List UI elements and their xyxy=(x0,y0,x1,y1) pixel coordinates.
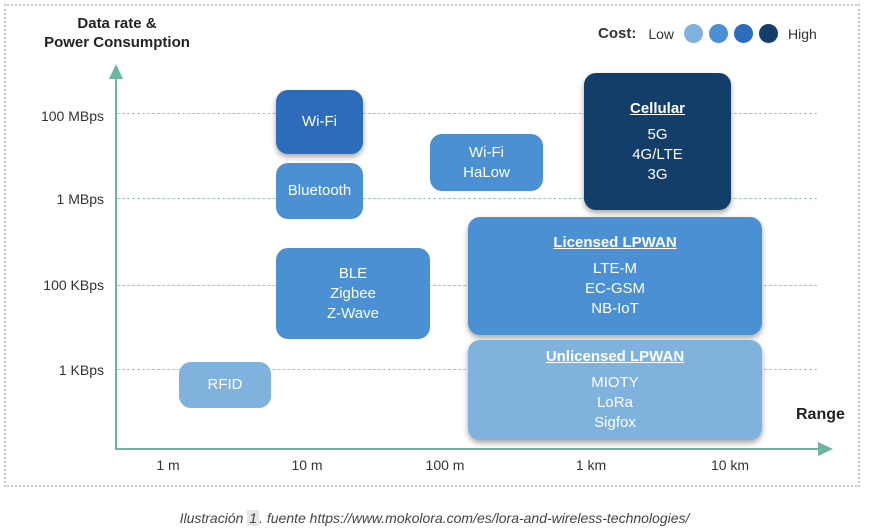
wifi-halow-box: Wi-Fi HaLow xyxy=(430,134,543,191)
gridline-1mbps xyxy=(117,198,817,199)
ble-label: BLE xyxy=(338,264,368,282)
cost-dot-4 xyxy=(759,24,779,43)
unlicensed-item-sigfox: Sigfox xyxy=(594,414,636,431)
rfid-label: RFID xyxy=(207,376,243,393)
unlicensed-lpwan-title: Unlicensed LPWAN xyxy=(545,348,685,365)
wifi-halow-label-line1: Wi-Fi xyxy=(469,143,504,161)
cellular-item-5g: 5G xyxy=(647,125,668,143)
x-axis xyxy=(115,448,821,450)
x-tick-100m: 100 m xyxy=(425,457,465,473)
zigbee-label: Zigbee xyxy=(330,284,376,302)
rfid-box: RFID xyxy=(179,362,271,408)
bluetooth-box: Bluetooth xyxy=(276,163,363,219)
cost-dot-2 xyxy=(709,24,729,43)
cost-legend-label: Cost: xyxy=(598,25,637,42)
cellular-item-3g: 3G xyxy=(647,165,668,183)
caption-number: 1 xyxy=(247,510,260,526)
wifi-halow-label-line2: HaLow xyxy=(463,163,510,181)
gridline-100mbps xyxy=(117,113,817,114)
unlicensed-item-lora: LoRa xyxy=(597,394,633,411)
wifi-label: Wi-Fi xyxy=(302,113,337,130)
gridline-100kbps xyxy=(117,285,817,286)
y-axis-arrow-icon xyxy=(109,64,123,79)
y-tick-1kbps: 1 KBps xyxy=(58,362,104,378)
unlicensed-lpwan-box: Unlicensed LPWAN MIOTY LoRa Sigfox xyxy=(468,340,762,440)
y-axis xyxy=(115,78,117,450)
licensed-item-ecgsm: EC-GSM xyxy=(585,280,645,297)
cellular-item-4g: 4G/LTE xyxy=(632,145,683,163)
y-axis-label-line2: Power Consumption xyxy=(44,34,190,51)
cost-dot-3 xyxy=(734,24,754,43)
x-axis-label: Range xyxy=(796,406,845,423)
x-tick-10km: 10 km xyxy=(710,457,750,473)
licensed-item-ltem: LTE-M xyxy=(593,260,637,277)
x-axis-arrow-icon xyxy=(818,442,833,456)
cost-dot-1 xyxy=(684,24,704,43)
caption-suffix: . fuente https://www.mokolora.com/es/lor… xyxy=(259,510,690,526)
bluetooth-label: Bluetooth xyxy=(287,182,352,199)
figure-caption: Ilustración 1. fuente https://www.mokolo… xyxy=(0,510,869,526)
y-axis-label: Data rate & Power Consumption xyxy=(32,14,202,52)
cost-legend: Cost: Low High xyxy=(598,24,817,43)
y-tick-100mbps: 100 MBps xyxy=(40,108,104,124)
zwave-label: Z-Wave xyxy=(327,304,379,322)
ble-zigbee-zwave-box: BLE Zigbee Z-Wave xyxy=(276,248,430,339)
unlicensed-item-mioty: MIOTY xyxy=(591,374,639,391)
x-tick-1km: 1 km xyxy=(575,457,607,473)
wifi-box: Wi-Fi xyxy=(276,90,363,154)
licensed-item-nbiot: NB-IoT xyxy=(591,300,639,317)
caption-prefix: Ilustración xyxy=(179,510,248,526)
cost-legend-high: High xyxy=(788,25,817,42)
y-tick-1mbps: 1 MBps xyxy=(56,191,104,207)
gridline-1kbps xyxy=(117,369,817,370)
y-tick-100kbps: 100 KBps xyxy=(43,277,104,293)
x-tick-10m: 10 m xyxy=(291,457,323,473)
licensed-lpwan-title: Licensed LPWAN xyxy=(553,234,677,251)
licensed-lpwan-box: Licensed LPWAN LTE-M EC-GSM NB-IoT xyxy=(468,217,762,335)
cellular-title: Cellular xyxy=(629,99,686,117)
cost-legend-low: Low xyxy=(648,25,675,42)
x-tick-1m: 1 m xyxy=(156,457,180,473)
y-axis-label-line1: Data rate & xyxy=(77,15,157,32)
cellular-box: Cellular 5G 4G/LTE 3G xyxy=(584,73,731,210)
